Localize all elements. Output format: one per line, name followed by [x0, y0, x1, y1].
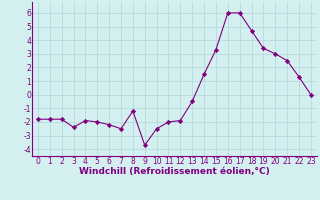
X-axis label: Windchill (Refroidissement éolien,°C): Windchill (Refroidissement éolien,°C) [79, 167, 270, 176]
